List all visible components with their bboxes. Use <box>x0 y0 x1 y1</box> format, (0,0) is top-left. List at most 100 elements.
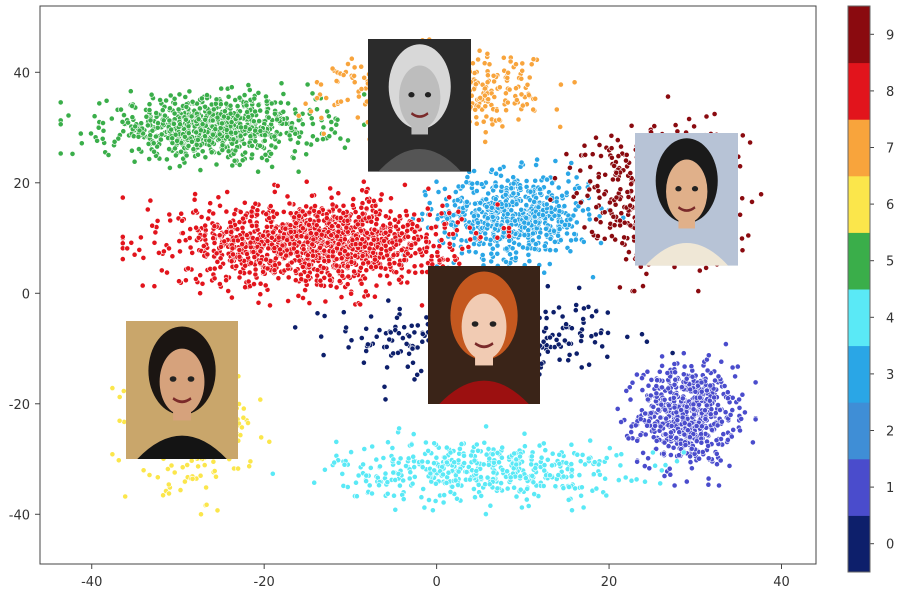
point-cluster-6 <box>257 396 264 403</box>
point-cluster-4 <box>513 461 520 468</box>
point-cluster-0 <box>593 308 600 315</box>
point-cluster-7 <box>496 116 502 123</box>
point-cluster-6 <box>171 469 178 476</box>
point-cluster-1 <box>699 449 706 455</box>
point-cluster-8 <box>306 300 313 306</box>
point-cluster-1 <box>614 405 621 412</box>
point-cluster-5 <box>196 105 203 112</box>
cluster-1 <box>614 341 759 489</box>
point-cluster-1 <box>729 394 736 401</box>
point-cluster-4 <box>582 461 588 468</box>
point-cluster-8 <box>382 229 389 236</box>
point-cluster-6 <box>201 462 208 468</box>
point-cluster-4 <box>579 484 585 491</box>
point-cluster-4 <box>441 454 448 461</box>
point-cluster-4 <box>433 454 440 461</box>
point-cluster-3 <box>489 166 495 173</box>
point-cluster-5 <box>127 88 134 95</box>
point-cluster-3 <box>598 240 604 246</box>
point-cluster-7 <box>513 61 519 68</box>
point-cluster-3 <box>518 159 525 166</box>
point-cluster-1 <box>705 455 712 462</box>
point-cluster-7 <box>472 106 479 113</box>
point-cluster-3 <box>568 237 574 244</box>
point-cluster-4 <box>580 504 587 511</box>
point-cluster-7 <box>513 85 519 92</box>
point-cluster-5 <box>172 100 178 107</box>
point-cluster-1 <box>723 341 729 347</box>
point-cluster-8 <box>436 243 443 250</box>
point-cluster-4 <box>396 425 402 432</box>
point-cluster-3 <box>433 178 440 185</box>
point-cluster-7 <box>351 64 358 71</box>
point-cluster-3 <box>472 200 478 207</box>
point-cluster-5 <box>210 131 216 138</box>
point-cluster-7 <box>345 61 351 67</box>
point-cluster-4 <box>385 439 391 446</box>
point-cluster-1 <box>707 382 714 389</box>
point-cluster-1 <box>648 376 655 383</box>
point-cluster-6 <box>146 472 153 478</box>
point-cluster-1 <box>618 419 624 425</box>
point-cluster-7 <box>358 63 365 70</box>
point-cluster-8 <box>211 240 218 246</box>
point-cluster-5 <box>119 119 126 125</box>
point-cluster-5 <box>246 126 253 133</box>
point-cluster-1 <box>668 429 674 436</box>
point-cluster-8 <box>292 277 299 284</box>
point-cluster-3 <box>488 204 495 211</box>
point-cluster-3 <box>458 237 465 244</box>
point-cluster-8 <box>236 253 243 260</box>
point-cluster-1 <box>670 444 677 451</box>
point-cluster-5 <box>151 148 157 155</box>
point-cluster-3 <box>534 156 540 163</box>
point-cluster-0 <box>395 349 401 356</box>
point-cluster-7 <box>295 112 302 119</box>
point-cluster-1 <box>716 482 722 489</box>
point-cluster-5 <box>309 90 316 97</box>
point-cluster-8 <box>446 240 453 247</box>
point-cluster-1 <box>674 417 681 424</box>
point-cluster-8 <box>137 234 144 241</box>
point-cluster-1 <box>750 439 756 446</box>
point-cluster-8 <box>221 238 228 245</box>
point-cluster-1 <box>661 439 668 446</box>
point-cluster-0 <box>592 339 598 346</box>
point-cluster-4 <box>443 459 450 466</box>
point-cluster-4 <box>542 447 549 454</box>
point-cluster-4 <box>529 472 536 479</box>
point-cluster-3 <box>543 201 550 208</box>
point-cluster-5 <box>320 124 327 131</box>
point-cluster-4 <box>452 477 459 484</box>
point-cluster-3 <box>471 241 477 247</box>
point-cluster-5 <box>285 100 291 107</box>
point-cluster-4 <box>377 463 383 470</box>
point-cluster-7 <box>491 94 498 100</box>
point-cluster-8 <box>371 293 378 300</box>
point-cluster-1 <box>698 439 705 446</box>
point-cluster-8 <box>384 252 390 259</box>
point-cluster-1 <box>681 363 688 370</box>
point-cluster-5 <box>147 132 154 139</box>
point-cluster-0 <box>624 333 631 340</box>
point-cluster-7 <box>499 123 506 130</box>
point-cluster-6 <box>211 468 218 474</box>
point-cluster-8 <box>432 231 439 238</box>
point-cluster-1 <box>688 445 695 452</box>
point-cluster-1 <box>718 358 725 365</box>
point-cluster-8 <box>378 191 385 198</box>
point-cluster-1 <box>650 403 657 410</box>
point-cluster-3 <box>484 215 491 222</box>
point-cluster-8 <box>323 215 330 221</box>
point-cluster-8 <box>446 210 453 216</box>
point-cluster-4 <box>382 470 389 477</box>
point-cluster-5 <box>269 163 275 170</box>
point-cluster-5 <box>88 130 94 137</box>
point-cluster-4 <box>473 467 480 474</box>
point-cluster-3 <box>510 180 517 187</box>
point-cluster-3 <box>452 189 459 195</box>
point-cluster-1 <box>665 385 672 392</box>
point-cluster-1 <box>661 396 668 403</box>
point-cluster-5 <box>129 114 136 121</box>
point-cluster-4 <box>419 464 426 471</box>
